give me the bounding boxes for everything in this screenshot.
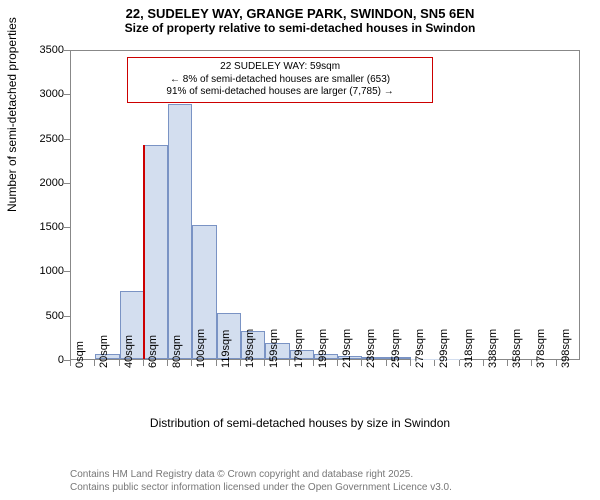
chart-container: Number of semi-detached properties 22 SU… xyxy=(0,40,600,430)
x-tick-label: 259sqm xyxy=(390,329,402,368)
y-tick xyxy=(64,271,70,272)
y-tick-label: 2500 xyxy=(40,133,64,145)
plot-area: 22 SUDELEY WAY: 59sqm← 8% of semi-detach… xyxy=(70,50,580,360)
x-tick-label: 338sqm xyxy=(487,329,499,368)
x-tick xyxy=(410,360,411,366)
chart-title-sub: Size of property relative to semi-detach… xyxy=(0,21,600,39)
y-tick-label: 2000 xyxy=(40,177,64,189)
footer-line-1: Contains HM Land Registry data © Crown c… xyxy=(70,469,452,482)
annotation-line: 22 SUDELEY WAY: 59sqm xyxy=(134,61,426,74)
y-tick-label: 1500 xyxy=(40,221,64,233)
x-tick xyxy=(507,360,508,366)
x-tick xyxy=(216,360,217,366)
annotation-box: 22 SUDELEY WAY: 59sqm← 8% of semi-detach… xyxy=(127,57,433,103)
x-tick-label: 159sqm xyxy=(268,329,280,368)
x-tick-label: 398sqm xyxy=(560,329,572,368)
x-tick xyxy=(434,360,435,366)
x-tick-label: 119sqm xyxy=(220,330,232,368)
x-tick-label: 139sqm xyxy=(244,329,256,368)
x-tick xyxy=(143,360,144,366)
y-tick xyxy=(64,94,70,95)
x-tick-label: 80sqm xyxy=(171,335,183,368)
x-tick xyxy=(70,360,71,366)
x-tick-label: 279sqm xyxy=(414,329,426,368)
footer-line-2: Contains public sector information licen… xyxy=(70,482,452,495)
y-tick-label: 500 xyxy=(46,310,64,322)
y-tick xyxy=(64,227,70,228)
x-tick xyxy=(240,360,241,366)
y-tick xyxy=(64,50,70,51)
y-tick-label: 3000 xyxy=(40,88,64,100)
x-tick xyxy=(119,360,120,366)
x-tick-label: 219sqm xyxy=(341,329,353,368)
x-tick-label: 179sqm xyxy=(293,329,305,368)
x-tick xyxy=(264,360,265,366)
x-tick-label: 60sqm xyxy=(147,335,159,368)
x-tick xyxy=(556,360,557,366)
x-tick-label: 100sqm xyxy=(195,329,207,368)
annotation-line: 91% of semi-detached houses are larger (… xyxy=(134,86,426,99)
x-tick xyxy=(167,360,168,366)
y-tick xyxy=(64,183,70,184)
x-tick-label: 358sqm xyxy=(511,329,523,368)
x-tick xyxy=(191,360,192,366)
y-tick-label: 1000 xyxy=(40,265,64,277)
x-tick-label: 299sqm xyxy=(438,329,450,368)
x-tick-label: 20sqm xyxy=(98,335,110,368)
x-tick xyxy=(337,360,338,366)
footer-attribution: Contains HM Land Registry data © Crown c… xyxy=(70,469,452,494)
x-tick xyxy=(459,360,460,366)
y-axis-label: Number of semi-detached properties xyxy=(5,17,19,212)
annotation-line: ← 8% of semi-detached houses are smaller… xyxy=(134,74,426,87)
x-tick-label: 239sqm xyxy=(365,329,377,368)
x-tick xyxy=(313,360,314,366)
histogram-bar xyxy=(168,104,192,359)
x-tick-label: 318sqm xyxy=(463,329,475,368)
x-tick-label: 40sqm xyxy=(123,335,135,368)
histogram-bar xyxy=(144,145,168,359)
x-tick xyxy=(289,360,290,366)
x-tick xyxy=(361,360,362,366)
x-tick xyxy=(483,360,484,366)
x-axis-label: Distribution of semi-detached houses by … xyxy=(0,416,600,430)
x-tick xyxy=(386,360,387,366)
highlight-marker xyxy=(143,145,145,359)
x-tick-label: 199sqm xyxy=(317,329,329,368)
x-tick xyxy=(94,360,95,366)
y-tick xyxy=(64,316,70,317)
x-tick-label: 0sqm xyxy=(74,341,86,368)
x-tick-label: 378sqm xyxy=(535,329,547,368)
y-tick-label: 3500 xyxy=(40,44,64,56)
y-tick-label: 0 xyxy=(58,354,64,366)
chart-title-main: 22, SUDELEY WAY, GRANGE PARK, SWINDON, S… xyxy=(0,0,600,21)
y-tick xyxy=(64,139,70,140)
x-tick xyxy=(531,360,532,366)
